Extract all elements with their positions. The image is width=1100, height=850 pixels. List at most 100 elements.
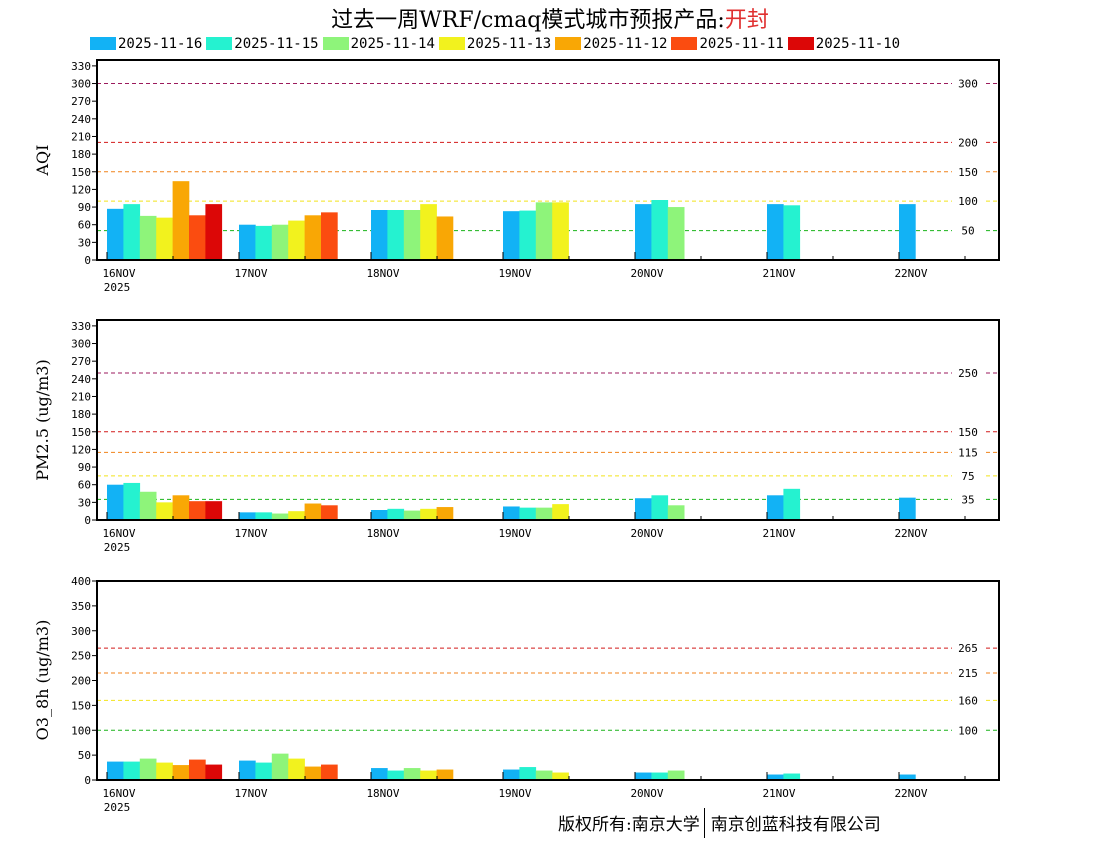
threshold-label: 50	[961, 225, 974, 238]
x-tick-label: 22NOV	[894, 267, 927, 280]
bar	[635, 772, 652, 780]
copyright-left: 版权所有:南京大学	[558, 815, 700, 835]
bar	[403, 510, 421, 520]
bar	[783, 773, 801, 780]
bar	[387, 508, 405, 520]
bar	[271, 224, 289, 260]
bar	[189, 215, 206, 260]
bar	[205, 501, 223, 520]
y-tick-label: 150	[71, 166, 91, 179]
bar	[651, 495, 669, 520]
bar	[123, 482, 141, 520]
y-tick-label: 240	[71, 113, 91, 126]
threshold-label: 115	[958, 446, 978, 459]
bar	[503, 211, 520, 260]
threshold-label: 250	[958, 367, 978, 380]
bar	[535, 202, 553, 260]
bar	[519, 507, 537, 520]
y-tick-label: 270	[71, 355, 91, 368]
threshold-label-bg	[952, 136, 984, 149]
bar	[304, 503, 322, 520]
bar	[172, 495, 190, 520]
bar	[403, 210, 421, 260]
bar	[189, 759, 206, 780]
threshold-label: 200	[958, 136, 978, 149]
y-tick-label: 0	[84, 774, 91, 787]
bar	[123, 204, 141, 260]
bar	[239, 760, 256, 780]
y-tick-label: 330	[71, 60, 91, 73]
bar	[899, 774, 916, 780]
bar	[255, 512, 273, 520]
legend-item: 2025-11-13	[438, 35, 551, 53]
bar	[667, 770, 685, 780]
x-tick-label: 17NOV	[234, 267, 267, 280]
bar	[552, 772, 569, 780]
bar	[667, 207, 685, 260]
y-tick-label: 300	[71, 78, 91, 91]
legend-label: 2025-11-10	[815, 36, 901, 52]
y-tick-label: 250	[71, 650, 91, 663]
x-tick-label: 18NOV	[366, 267, 399, 280]
threshold-label: 100	[958, 724, 978, 737]
threshold-label-bg	[952, 446, 984, 459]
threshold-label-bg	[952, 366, 984, 379]
chart-title: 过去一周WRF/cmaq模式城市预报产品:开封	[0, 2, 1100, 34]
bar	[255, 225, 273, 260]
legend-swatch	[555, 37, 582, 50]
bar	[172, 765, 190, 780]
bar	[420, 770, 437, 780]
bar	[899, 497, 916, 520]
y-tick-label: 350	[71, 600, 91, 613]
y-tick-label: 30	[78, 236, 91, 249]
y-tick-label: 90	[78, 201, 91, 214]
threshold-label-bg	[952, 667, 984, 680]
chart-panel-2: 250 150 115 75 35 0 30 60 90 120 150 180 210 240 270 30…	[33, 319, 1000, 554]
threshold-label: 150	[958, 166, 978, 179]
y-tick-label: 180	[71, 408, 91, 421]
bar	[205, 764, 223, 780]
x-tick-label: 20NOV	[630, 527, 663, 540]
plot-frame	[96, 580, 1000, 781]
threshold-label-bg	[952, 195, 984, 208]
bar	[783, 205, 801, 260]
threshold-label-bg	[952, 694, 984, 707]
x-tick-label: 20NOV	[630, 267, 663, 280]
x-year-label: 2025	[104, 281, 131, 294]
bar	[239, 512, 256, 520]
bar	[321, 505, 338, 520]
y-tick-label: 400	[71, 575, 91, 588]
threshold-label-bg	[952, 165, 984, 178]
x-tick-label: 16NOV	[102, 267, 135, 280]
bar	[271, 513, 289, 520]
bar	[205, 204, 223, 260]
y-tick-label: 50	[78, 749, 91, 762]
bar	[371, 510, 388, 520]
y-tick-label: 240	[71, 373, 91, 386]
bar	[503, 506, 520, 520]
bar	[321, 764, 338, 780]
x-tick-label: 21NOV	[762, 787, 795, 800]
bar	[667, 505, 685, 520]
legend-swatch	[787, 37, 814, 50]
legend-label: 2025-11-11	[699, 36, 784, 52]
threshold-label-bg	[952, 224, 984, 237]
legend-swatch	[90, 37, 116, 50]
y-tick-label: 0	[84, 514, 91, 527]
legend-item: 2025-11-16	[90, 35, 202, 53]
bar	[436, 769, 454, 780]
bar	[304, 215, 322, 260]
y-tick-label: 100	[71, 724, 91, 737]
y-tick-label: 30	[78, 496, 91, 509]
legend-swatch	[206, 37, 233, 50]
y-tick-label: 150	[71, 699, 91, 712]
threshold-label: 300	[958, 78, 978, 91]
legend-label: 2025-11-14	[350, 36, 435, 52]
y-tick-label: 200	[71, 675, 91, 688]
bar	[371, 210, 388, 260]
bar	[139, 491, 157, 520]
x-tick-label: 17NOV	[234, 527, 267, 540]
threshold-label: 265	[958, 642, 978, 655]
bar	[519, 210, 537, 260]
